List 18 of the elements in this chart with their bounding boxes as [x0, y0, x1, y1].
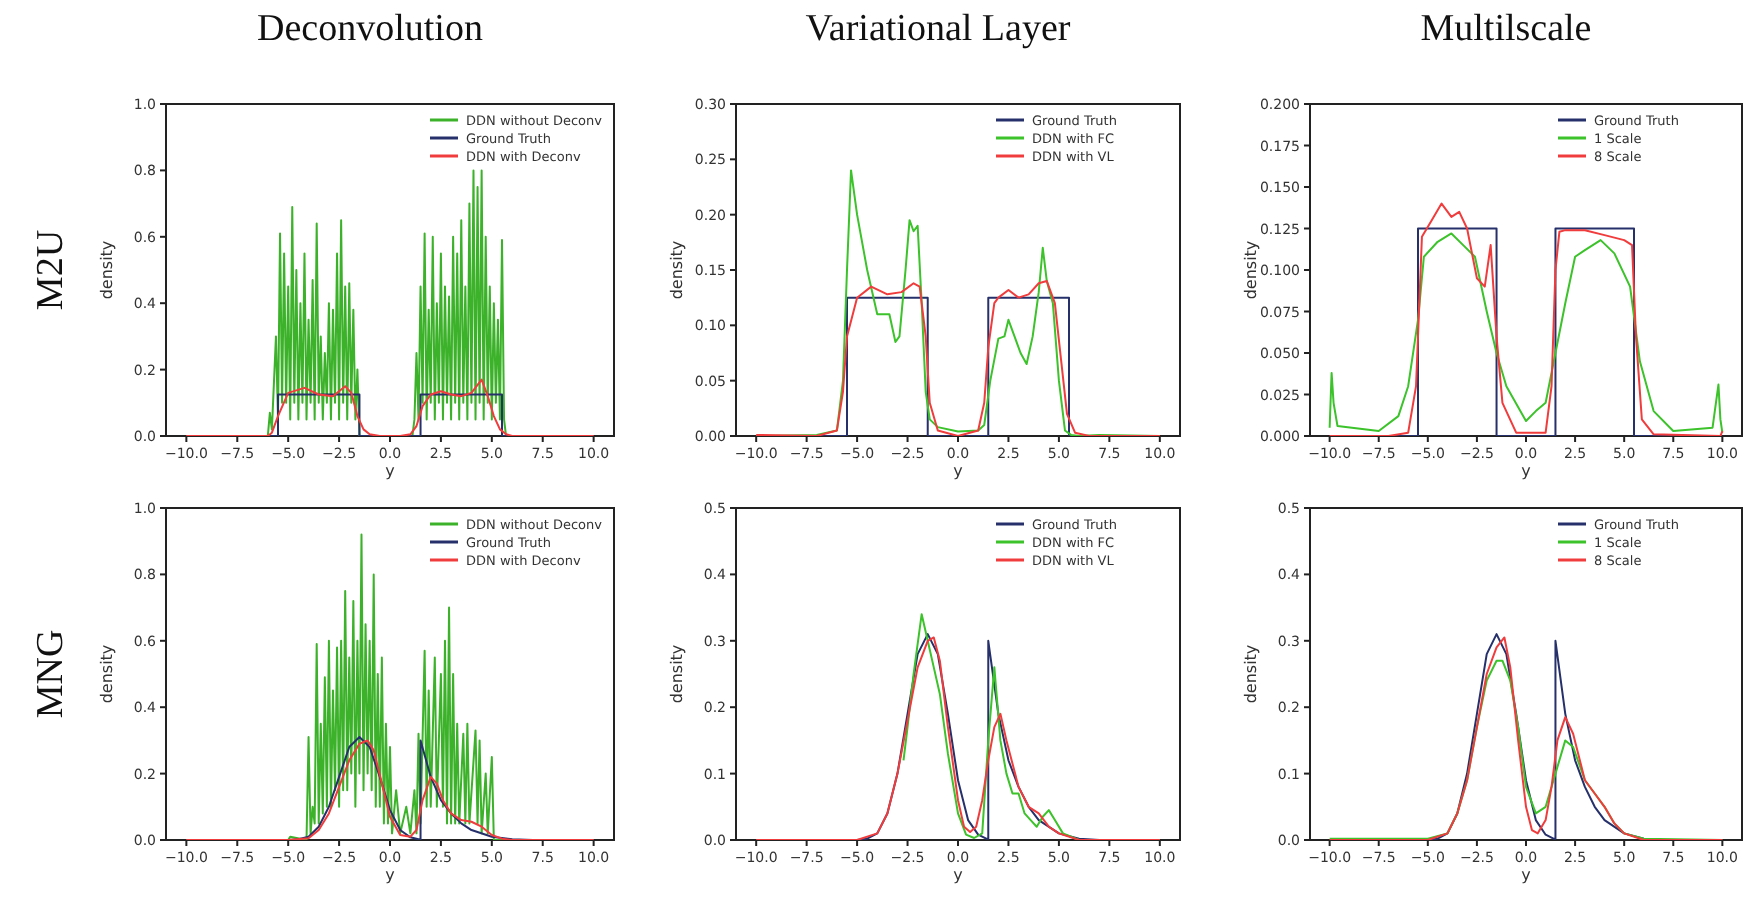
- y-axis-title: density: [98, 240, 116, 300]
- y-axis-title: density: [668, 240, 686, 300]
- y-axis-title: density: [1242, 240, 1260, 300]
- text: M2U: [30, 229, 72, 311]
- x-axis-title: y: [385, 462, 396, 480]
- y-axis-title: density: [1242, 644, 1260, 704]
- x-axis-title: y: [953, 462, 964, 480]
- text: MNG: [30, 629, 72, 719]
- x-axis-title: y: [1521, 866, 1532, 884]
- y-axis-title: density: [668, 644, 686, 704]
- line-series: [185, 378, 595, 436]
- x-axis-title: y: [1521, 462, 1532, 480]
- chart-title: Variational Layer: [805, 8, 1072, 50]
- x-axis-title: y: [953, 866, 964, 884]
- y-axis-title: density: [98, 644, 116, 704]
- chart-title: Deconvolution: [257, 8, 484, 50]
- x-axis-title: y: [385, 866, 396, 884]
- chart-title: Multilscale: [1420, 8, 1592, 50]
